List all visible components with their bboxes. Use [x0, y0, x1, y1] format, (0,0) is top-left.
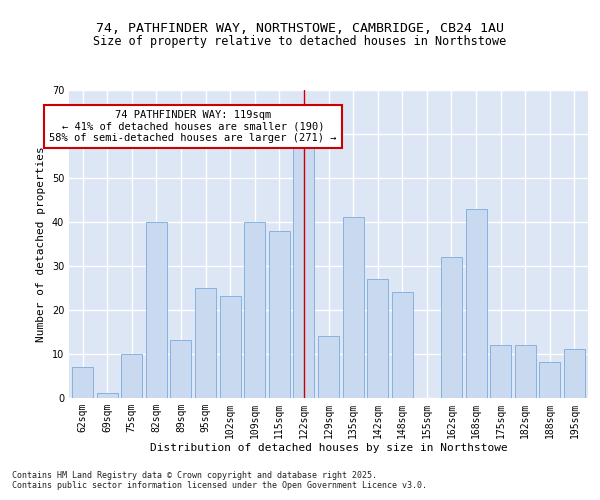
Text: 74, PATHFINDER WAY, NORTHSTOWE, CAMBRIDGE, CB24 1AU: 74, PATHFINDER WAY, NORTHSTOWE, CAMBRIDG…	[96, 22, 504, 35]
Bar	[392, 292, 413, 398]
Bar	[146, 222, 167, 398]
Bar	[490, 345, 511, 398]
Bar	[121, 354, 142, 398]
Bar	[441, 257, 462, 398]
Bar	[170, 340, 191, 398]
Bar	[72, 367, 93, 398]
X-axis label: Distribution of detached houses by size in Northstowe: Distribution of detached houses by size …	[149, 443, 508, 453]
Bar	[539, 362, 560, 398]
Bar	[97, 393, 118, 398]
Text: Contains HM Land Registry data © Crown copyright and database right 2025.: Contains HM Land Registry data © Crown c…	[12, 471, 377, 480]
Bar	[220, 296, 241, 398]
Bar	[466, 208, 487, 398]
Bar	[269, 230, 290, 398]
Bar	[293, 147, 314, 398]
Y-axis label: Number of detached properties: Number of detached properties	[36, 146, 46, 342]
Text: Size of property relative to detached houses in Northstowe: Size of property relative to detached ho…	[94, 35, 506, 48]
Bar	[318, 336, 339, 398]
Bar	[564, 349, 585, 398]
Bar	[367, 279, 388, 398]
Text: Contains public sector information licensed under the Open Government Licence v3: Contains public sector information licen…	[12, 481, 427, 490]
Bar	[515, 345, 536, 398]
Bar	[244, 222, 265, 398]
Text: 74 PATHFINDER WAY: 119sqm
← 41% of detached houses are smaller (190)
58% of semi: 74 PATHFINDER WAY: 119sqm ← 41% of detac…	[49, 110, 337, 143]
Bar	[195, 288, 216, 398]
Bar	[343, 218, 364, 398]
